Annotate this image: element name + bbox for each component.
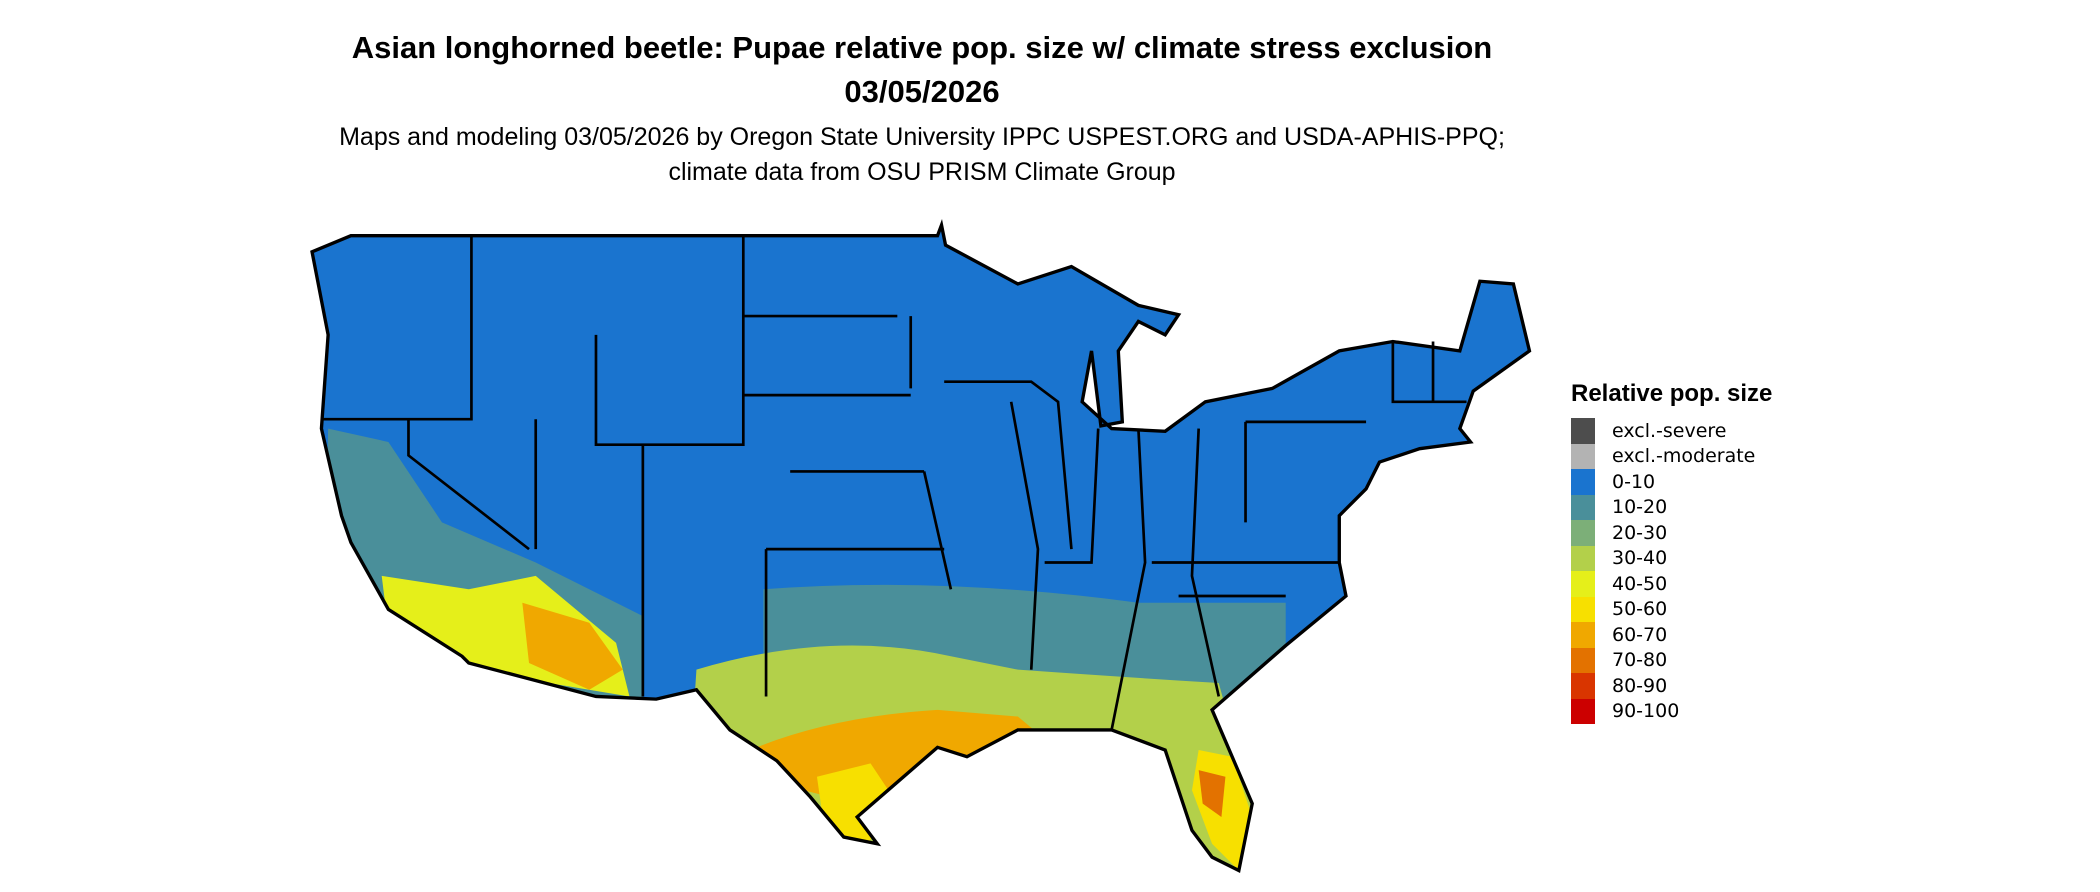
legend-swatch [1571,571,1595,597]
border-west [321,235,953,697]
legend: Relative pop. size excl.-severe excl.-mod… [1571,380,1772,724]
legend-label: 20-30 [1612,521,1668,544]
region-60-70-fl [1198,770,1226,817]
legend-item: 90-100 [1571,698,1772,724]
map-subtitle: Maps and modeling 03/05/2026 by Oregon S… [339,123,1505,186]
legend-swatch [1571,443,1595,469]
legend-swatch [1571,520,1595,546]
legend-swatch [1571,469,1595,495]
legend-item: 70-80 [1571,647,1772,673]
legend-label: excl.-severe [1612,419,1727,442]
legend-swatch [1571,545,1595,571]
legend-swatch [1571,596,1595,622]
legend-item: excl.-moderate [1571,443,1772,469]
legend-label: 70-80 [1612,649,1668,672]
legend-label: 50-60 [1612,598,1668,621]
state-borders [321,235,1467,731]
legend-label: 40-50 [1612,572,1668,595]
legend-swatch [1571,647,1595,673]
map-fill [312,225,1530,871]
legend-title: Relative pop. size [1571,380,1773,407]
legend-swatch [1571,698,1595,724]
legend-swatch [1571,622,1595,648]
legend-item: excl.-severe [1571,418,1772,444]
legend-item: 20-30 [1571,520,1772,546]
legend-swatch [1571,418,1595,444]
legend-item: 40-50 [1571,571,1772,597]
legend-item: 10-20 [1571,494,1772,520]
legend-rows: excl.-severe excl.-moderate 0-10 10-20 20-30… [1571,418,1772,724]
legend-label: 10-20 [1612,496,1668,519]
legend-item: 60-70 [1571,622,1772,648]
legend-label: 60-70 [1612,623,1668,646]
legend-item: 80-90 [1571,673,1772,699]
legend-item: 50-60 [1571,596,1772,622]
legend-item: 30-40 [1571,545,1772,571]
legend-item: 0-10 [1571,469,1772,495]
legend-label: 80-90 [1612,674,1668,697]
map-title: Asian longhorned beetle: Pupae relative … [351,30,1493,109]
region-60-70-sw [522,602,623,690]
legend-label: 30-40 [1612,547,1668,570]
legend-label: 90-100 [1612,700,1680,723]
legend-swatch [1571,673,1595,699]
legend-label: 0-10 [1612,470,1656,493]
border-east [944,341,1467,731]
legend-swatch [1571,494,1595,520]
legend-label: excl.-moderate [1612,445,1756,468]
